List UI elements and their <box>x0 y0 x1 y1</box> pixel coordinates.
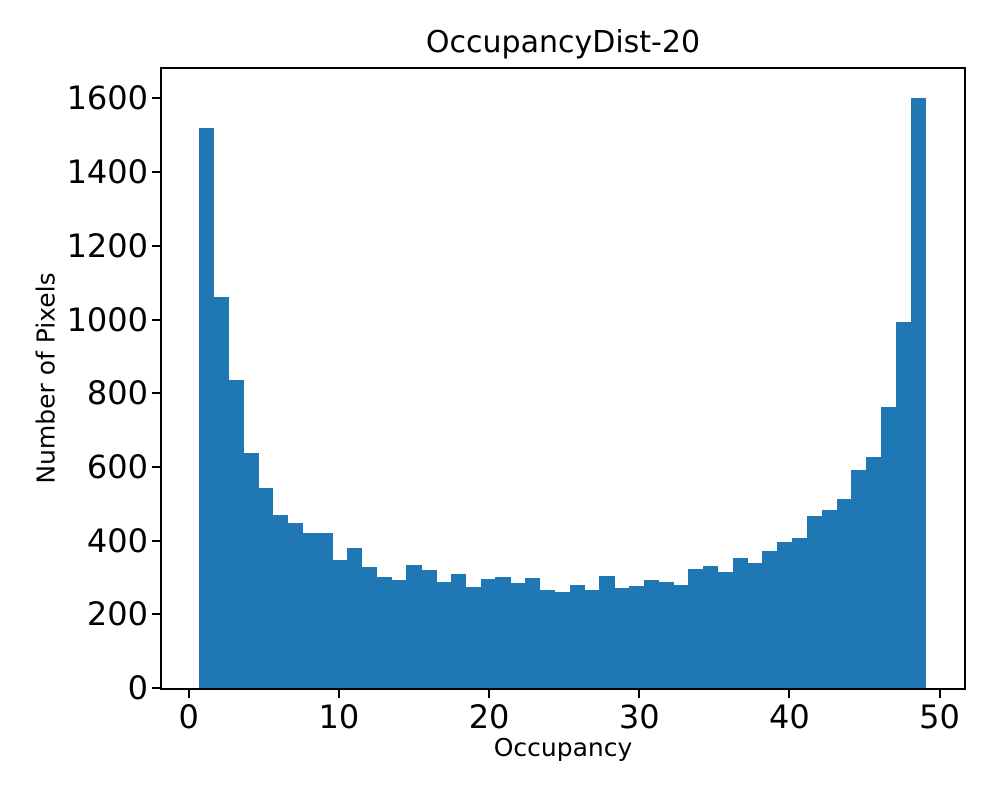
x-tick-label: 30 <box>618 698 660 736</box>
histogram-bar <box>436 581 452 688</box>
y-tick-mark <box>152 171 160 174</box>
chart-title: OccupancyDist-20 <box>425 25 701 60</box>
y-tick-mark <box>152 539 160 542</box>
histogram-bar <box>614 587 630 688</box>
histogram-bar <box>495 576 511 688</box>
x-tick-label: 40 <box>769 698 810 736</box>
x-tick-label: 0 <box>178 698 199 736</box>
histogram-bar <box>465 587 482 688</box>
y-tick-label: 600 <box>86 447 148 486</box>
histogram-bar <box>643 580 660 688</box>
x-tick-mark <box>638 690 641 698</box>
histogram-bar <box>228 379 244 688</box>
histogram-bar <box>525 578 541 688</box>
histogram-bar <box>628 586 645 688</box>
histogram-bar <box>599 576 615 688</box>
histogram-bar <box>584 590 600 688</box>
plot-area <box>160 67 966 690</box>
histogram-bar <box>688 568 704 688</box>
histogram-bar <box>539 590 556 688</box>
histogram-bar <box>406 565 422 688</box>
histogram-bar <box>866 456 882 688</box>
y-tick-label: 200 <box>86 595 148 634</box>
histogram-bar <box>747 562 763 688</box>
histogram-bar <box>836 498 852 688</box>
x-tick-mark <box>938 690 941 698</box>
histogram-bar <box>287 522 304 688</box>
histogram-bar <box>257 488 274 688</box>
histogram-bar <box>198 127 215 688</box>
x-tick-mark <box>337 690 340 698</box>
x-axis-label: Occupancy <box>493 733 633 762</box>
histogram-bar <box>717 571 734 688</box>
y-tick-label: 1400 <box>66 153 148 192</box>
y-tick-label: 0 <box>127 669 148 707</box>
histogram-bar <box>450 573 467 688</box>
histogram-bar <box>272 514 289 688</box>
x-tick-mark <box>788 690 791 698</box>
histogram-bar <box>391 580 407 688</box>
histogram-bar <box>361 567 378 688</box>
histogram-bar <box>762 551 778 688</box>
histogram-bar <box>806 516 823 688</box>
histogram-bar <box>302 533 318 688</box>
histogram-bar <box>881 406 897 688</box>
y-tick-label: 1000 <box>66 300 148 339</box>
histogram-bar <box>851 469 867 688</box>
y-tick-label: 1200 <box>66 226 148 265</box>
histogram-bar <box>213 297 229 688</box>
y-tick-label: 1600 <box>66 79 148 118</box>
histogram-bar <box>421 570 437 688</box>
histogram-bar <box>673 584 689 688</box>
histogram-bar <box>895 322 912 688</box>
histogram-bar <box>703 566 719 688</box>
y-tick-mark <box>152 392 160 395</box>
histogram-bar <box>658 582 674 688</box>
histogram-bar <box>821 510 838 688</box>
histogram-bar <box>554 591 571 688</box>
histogram-bar <box>569 584 585 688</box>
histogram-bar <box>732 557 749 688</box>
y-tick-label: 400 <box>86 521 148 560</box>
y-tick-mark <box>152 244 160 247</box>
histogram-bar <box>792 538 808 688</box>
x-tick-label: 20 <box>468 698 510 736</box>
histogram-bar <box>347 547 363 688</box>
histogram-bar <box>317 532 333 688</box>
y-tick-mark <box>152 318 160 321</box>
histogram-bar <box>510 583 526 688</box>
histogram-bar <box>243 452 259 688</box>
y-tick-mark <box>152 613 160 616</box>
histogram-bar <box>777 542 793 688</box>
histogram-bar <box>332 559 348 688</box>
x-tick-label: 10 <box>318 698 360 736</box>
histogram-bar <box>910 98 927 688</box>
histogram-bar <box>376 577 393 688</box>
x-tick-label: 50 <box>919 698 960 736</box>
y-tick-mark <box>152 687 160 689</box>
x-tick-mark <box>187 690 190 698</box>
y-tick-mark <box>152 97 160 100</box>
x-tick-mark <box>488 690 491 698</box>
y-tick-label: 800 <box>86 374 148 413</box>
histogram-bar <box>480 579 496 688</box>
y-tick-mark <box>152 465 160 468</box>
